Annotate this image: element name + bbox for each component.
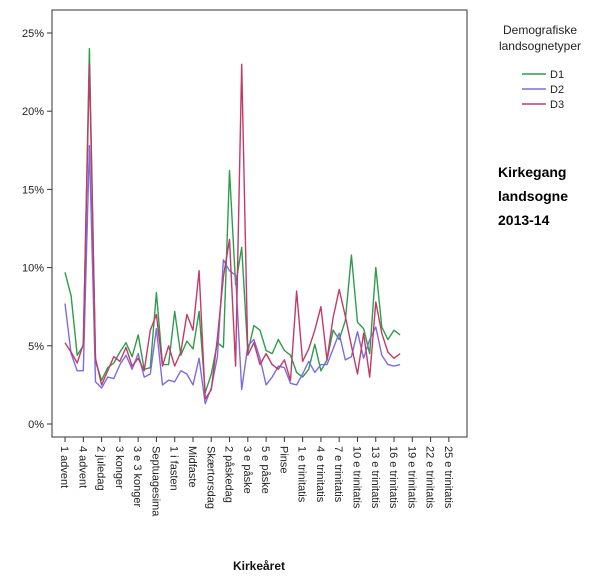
x-tick-label: Septuagesima	[149, 446, 161, 517]
x-tick-label: 3 e 3 konger	[131, 446, 143, 507]
annotation-line-2: landsogne	[498, 188, 568, 204]
y-tick-label: 10%	[22, 263, 44, 275]
x-tick-label: 4 advent	[76, 446, 88, 488]
plot-area	[51, 9, 468, 438]
x-tick-label: 3 konger	[113, 446, 125, 489]
x-tick-label: Midfaste	[186, 446, 198, 488]
y-tick-label: 5%	[28, 341, 44, 353]
annotation-line-1: Kirkegang	[498, 164, 566, 180]
legend-title-line1: Demografiske	[503, 23, 577, 37]
x-tick-label: 2 juledag	[95, 446, 107, 491]
x-axis: 1 advent 4 advent 2 juledag 3 konger 3 e 3 k…	[58, 437, 454, 517]
annotation-line-3: 2013-14	[498, 212, 550, 228]
x-tick-label: 22 e trinitatis	[424, 446, 436, 509]
x-tick-label: Pinse	[277, 446, 289, 474]
x-tick-label: 2 påskedag	[223, 446, 235, 503]
x-axis-title: Kirkeåret	[233, 559, 285, 573]
x-tick-label: 4 e trinitatis	[314, 446, 326, 503]
y-tick-label: 25%	[22, 28, 44, 40]
y-tick-label: 20%	[22, 106, 44, 118]
x-tick-label: 1 advent	[58, 446, 70, 488]
x-tick-label: 7 e trinitatis	[332, 446, 344, 503]
x-tick-label: 10 e trinitatis	[350, 446, 362, 509]
series-line-d1	[64, 47, 401, 394]
legend: Demografiske landsognetyper D1 D2 D3	[499, 23, 581, 111]
legend-title-line2: landsognetyper	[499, 39, 581, 53]
plot-frame	[51, 9, 468, 438]
x-tick-label: Skærtorsdag	[204, 446, 216, 509]
series-lines	[64, 47, 401, 405]
x-tick-label: 1 i fasten	[168, 446, 180, 491]
x-tick-label: 16 e trinitatis	[387, 446, 399, 509]
x-tick-label: 19 e trinitatis	[405, 446, 417, 509]
series-line-d2	[64, 144, 401, 405]
y-tick-label: 0%	[28, 419, 44, 431]
legend-label-d2: D2	[550, 84, 564, 96]
x-tick-label: 5 e påske	[259, 446, 271, 494]
x-tick-label: 25 e trinitatis	[442, 446, 454, 509]
y-tick-label: 15%	[22, 184, 44, 196]
x-tick-label: 3 e påske	[241, 446, 253, 494]
legend-label-d3: D3	[550, 99, 564, 111]
legend-label-d1: D1	[550, 69, 564, 81]
series-line-d3	[64, 63, 401, 400]
x-tick-label: 13 e trinitatis	[369, 446, 381, 509]
y-axis: 0% 5% 10% 15% 20% 25%	[22, 28, 52, 431]
x-tick-label: 1 e trinitatis	[296, 446, 308, 503]
chart-annotation: Kirkegang landsogne 2013-14	[498, 164, 568, 228]
